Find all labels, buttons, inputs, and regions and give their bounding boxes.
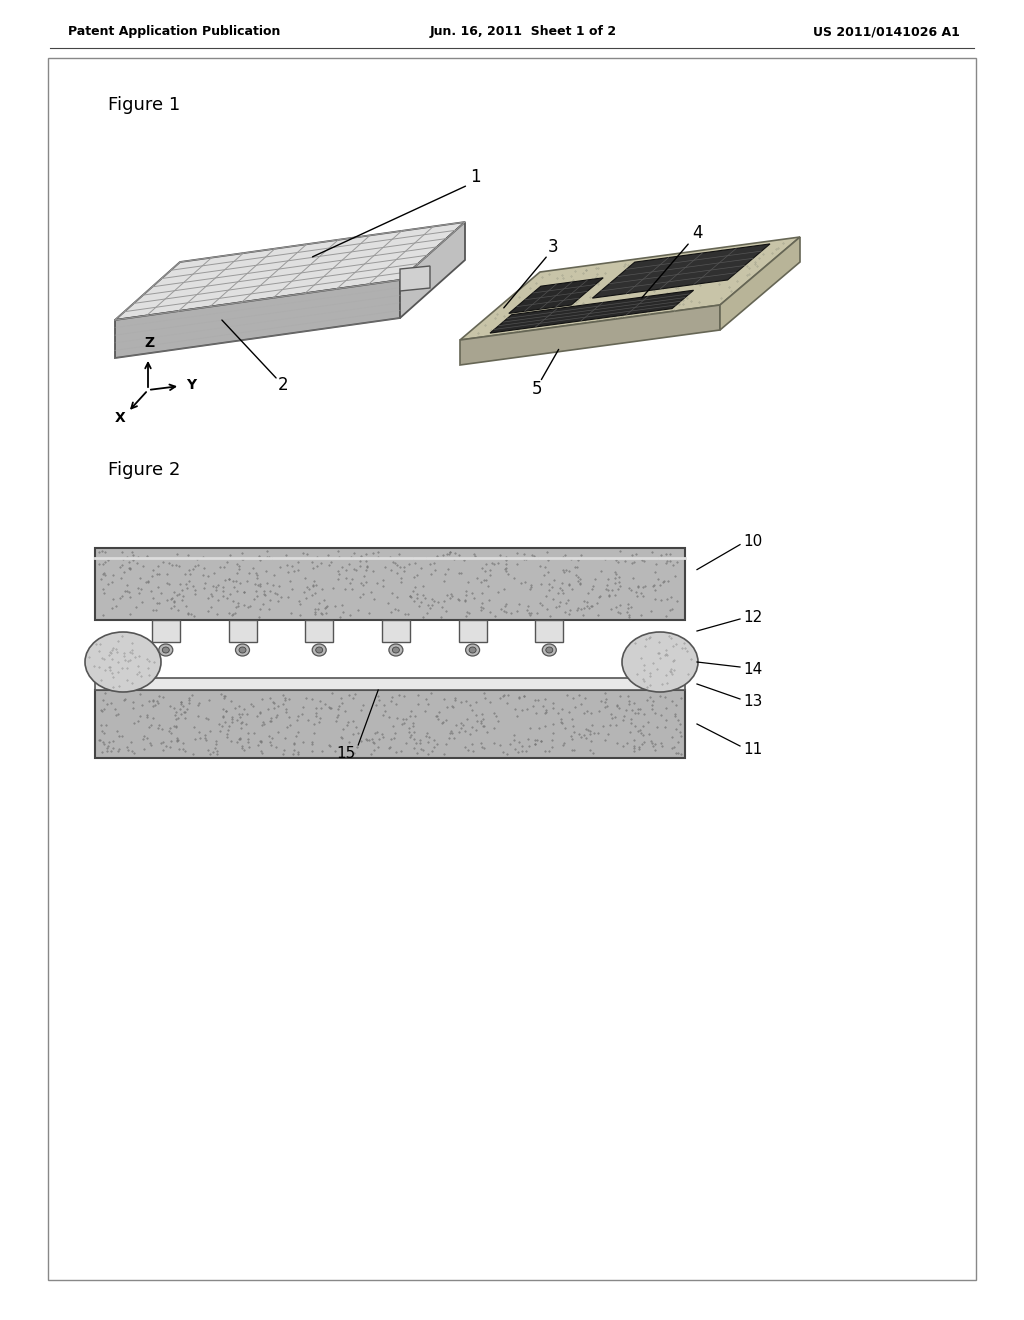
Ellipse shape bbox=[159, 644, 173, 656]
Ellipse shape bbox=[622, 632, 698, 692]
Text: 4: 4 bbox=[692, 224, 702, 242]
Ellipse shape bbox=[236, 644, 250, 656]
Ellipse shape bbox=[312, 644, 327, 656]
Ellipse shape bbox=[389, 644, 402, 656]
Ellipse shape bbox=[239, 647, 246, 653]
Text: 12: 12 bbox=[743, 610, 762, 624]
Text: Z: Z bbox=[144, 337, 154, 350]
Ellipse shape bbox=[466, 644, 479, 656]
Polygon shape bbox=[115, 222, 465, 319]
Text: 1: 1 bbox=[470, 168, 480, 186]
Polygon shape bbox=[115, 280, 400, 358]
Text: 14: 14 bbox=[743, 661, 762, 676]
Bar bbox=[536, 620, 563, 642]
Text: 15: 15 bbox=[337, 746, 355, 760]
Ellipse shape bbox=[392, 647, 399, 653]
Text: US 2011/0141026 A1: US 2011/0141026 A1 bbox=[813, 25, 961, 38]
Polygon shape bbox=[593, 244, 770, 298]
Text: 13: 13 bbox=[743, 693, 763, 709]
Text: X: X bbox=[115, 411, 125, 425]
Ellipse shape bbox=[543, 644, 556, 656]
Ellipse shape bbox=[85, 632, 161, 692]
Text: 11: 11 bbox=[743, 742, 762, 756]
Ellipse shape bbox=[315, 647, 323, 653]
Text: Figure 1: Figure 1 bbox=[108, 96, 180, 114]
Text: Figure 2: Figure 2 bbox=[108, 461, 180, 479]
Bar bbox=[382, 620, 410, 642]
Text: 3: 3 bbox=[548, 238, 559, 256]
Text: Y: Y bbox=[186, 378, 197, 392]
Polygon shape bbox=[490, 290, 693, 333]
Polygon shape bbox=[720, 238, 800, 330]
Ellipse shape bbox=[162, 647, 169, 653]
Bar bbox=[95, 678, 685, 690]
Ellipse shape bbox=[546, 647, 553, 653]
Text: 10: 10 bbox=[743, 535, 762, 549]
Polygon shape bbox=[460, 305, 720, 366]
Polygon shape bbox=[400, 222, 465, 318]
Text: Patent Application Publication: Patent Application Publication bbox=[68, 25, 281, 38]
Bar bbox=[95, 548, 685, 620]
Bar bbox=[152, 620, 180, 642]
Ellipse shape bbox=[469, 647, 476, 653]
Bar bbox=[228, 620, 256, 642]
Polygon shape bbox=[460, 238, 800, 341]
Polygon shape bbox=[509, 277, 603, 313]
Polygon shape bbox=[400, 267, 430, 290]
Text: Jun. 16, 2011  Sheet 1 of 2: Jun. 16, 2011 Sheet 1 of 2 bbox=[430, 25, 617, 38]
Bar bbox=[305, 620, 333, 642]
Bar bbox=[459, 620, 486, 642]
Bar bbox=[95, 690, 685, 758]
Text: 2: 2 bbox=[278, 376, 289, 393]
Text: 5: 5 bbox=[532, 380, 543, 399]
